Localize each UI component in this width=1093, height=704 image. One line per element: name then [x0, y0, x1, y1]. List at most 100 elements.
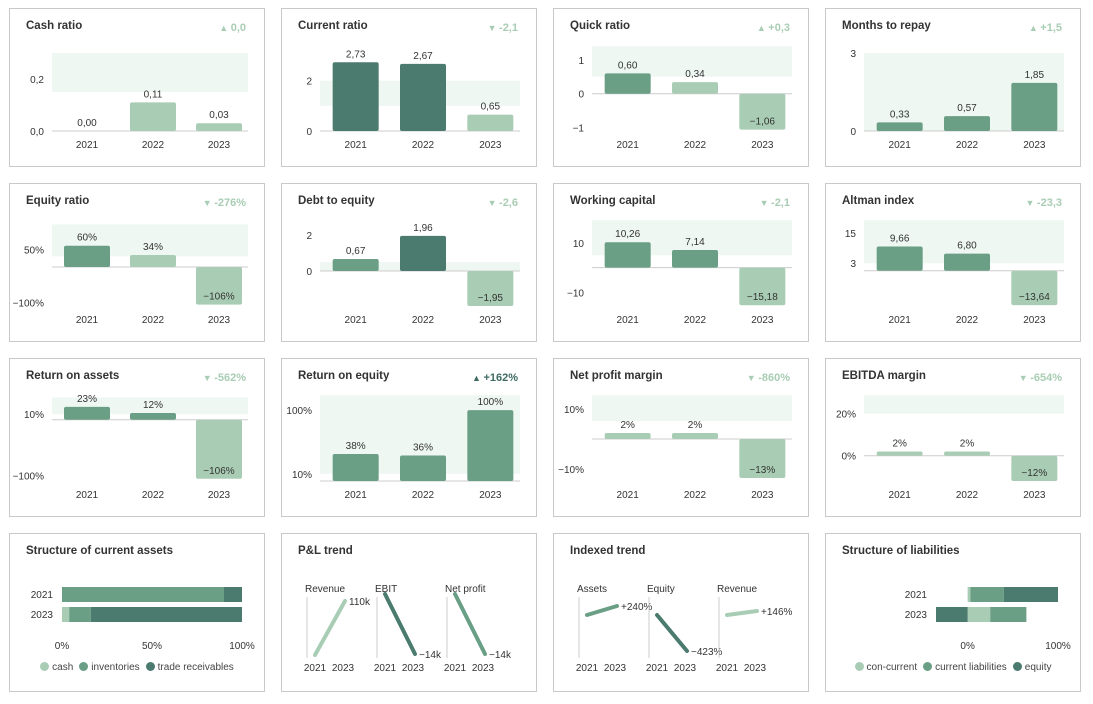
- chart-title: Months to repay: [842, 20, 931, 32]
- segment-cash: [62, 607, 70, 622]
- delta-value: -276%: [214, 197, 246, 209]
- bar-2022: [944, 253, 990, 271]
- legend-dot-icon: [1012, 662, 1022, 671]
- chart-title: Structure of liabilities: [842, 545, 960, 557]
- y-tick-label: −10: [567, 288, 584, 299]
- delta-badge: ▼ -860%: [747, 372, 790, 384]
- delta-badge: ▼ -2,1: [760, 197, 790, 209]
- data-label: 9,66: [890, 233, 910, 244]
- x-tick-label: 50%: [142, 641, 162, 652]
- x-tick-label: 2022: [412, 140, 435, 151]
- triangle-up-icon: ▲: [756, 23, 769, 33]
- bar-2022: [672, 82, 718, 94]
- bar-2022: [130, 413, 176, 420]
- delta-value: +162%: [483, 372, 518, 384]
- bar-2022: [672, 249, 718, 268]
- x-tick-label: 2023: [604, 663, 627, 674]
- data-label: 100%: [478, 397, 504, 408]
- x-tick-label: 2021: [716, 663, 739, 674]
- chart-svg: 2021 2023 0% 50% 100%: [31, 587, 255, 652]
- triangle-down-icon: ▼: [759, 198, 772, 208]
- x-tick-label: 2022: [412, 315, 435, 326]
- delta-value: -2,1: [771, 197, 790, 209]
- data-label: 36%: [413, 442, 433, 453]
- x-tick-label: 2021: [304, 663, 327, 674]
- data-label: 0,03: [209, 110, 229, 121]
- bar-2022: [944, 451, 990, 456]
- y-tick-label: 10%: [24, 410, 44, 421]
- delta-badge: ▲ +162%: [472, 372, 518, 384]
- y-tick-label: 0: [850, 127, 856, 138]
- data-label: 0,33: [890, 109, 910, 120]
- segment-current-liabilities: [990, 607, 1027, 622]
- data-label: 1,85: [1025, 70, 1045, 81]
- legend-dot-icon: [145, 662, 155, 671]
- bar-2022: [130, 102, 176, 131]
- x-tick-label: 2023: [479, 490, 502, 501]
- segment-inventories: [69, 607, 91, 622]
- chart-title: Debt to equity: [298, 195, 375, 207]
- chart-svg: 3 0 0,33 2021 0,57 2022 1,85 2023: [850, 49, 1064, 151]
- chart-title: Altman index: [842, 195, 915, 207]
- chart-svg: 2 0 2,73 2021 2,67 2022 0,65 2023: [306, 49, 520, 151]
- x-tick-label: 2021: [76, 140, 99, 151]
- bar-2021: [332, 259, 379, 272]
- x-tick-label: 2021: [617, 140, 640, 151]
- bar-2022: [944, 116, 990, 131]
- target-band: [592, 46, 792, 77]
- chart-svg: 2021 2023 0% 100%: [905, 587, 1071, 652]
- data-label: 0,57: [957, 103, 977, 114]
- bar-2023: [467, 114, 514, 131]
- data-label: −13,64: [1019, 292, 1050, 303]
- x-tick-label: 2021: [374, 663, 397, 674]
- legend-dot-icon: [854, 662, 864, 671]
- y-tick-label: 0,2: [30, 75, 44, 86]
- triangle-down-icon: ▼: [487, 23, 500, 33]
- triangle-down-icon: ▼: [487, 198, 500, 208]
- y-tick-label: 0: [578, 90, 584, 101]
- triangle-down-icon: ▼: [202, 373, 215, 383]
- trend-line-Net-profit: [453, 592, 487, 656]
- chart-title: P&L trend: [298, 545, 353, 557]
- bar-2023: [196, 267, 242, 305]
- delta-badge: ▼ -654%: [1019, 372, 1062, 384]
- legend-dot-icon: [923, 662, 933, 671]
- data-label: 2,73: [346, 49, 366, 60]
- end-label: −423%: [691, 647, 723, 658]
- legend-label: cash: [52, 662, 74, 673]
- legend-label: con-current: [866, 662, 918, 673]
- y-tick-label: 0,0: [30, 127, 44, 138]
- chart-svg: 2 0 0,67 2021 1,96 2022 −1,95 2023: [306, 223, 520, 326]
- delta-value: -562%: [214, 372, 246, 384]
- bar-2022: [130, 254, 176, 267]
- chart-card-current: Current ratio 2 0 2,73 2021 2,67 2022 0,65 2023 ▼…: [281, 8, 537, 167]
- panel-label: EBIT: [375, 584, 397, 595]
- row-label: 2021: [31, 590, 54, 601]
- legend-label: inventories: [91, 662, 140, 673]
- x-tick-label: 2023: [208, 490, 231, 501]
- data-label: −106%: [203, 292, 235, 303]
- chart-title: Quick ratio: [570, 20, 631, 32]
- data-label: −1,06: [750, 117, 776, 128]
- legend-item: inventories: [79, 662, 140, 673]
- delta-value: -654%: [1030, 372, 1062, 384]
- chart-title: Working capital: [570, 195, 656, 207]
- x-tick-label: 2023: [208, 315, 231, 326]
- bar-2021: [604, 73, 651, 94]
- trend-line-Equity: [655, 613, 689, 653]
- chart-title: Return on equity: [298, 370, 390, 382]
- bar-2023: [196, 419, 242, 479]
- y-tick-label: 3: [850, 259, 856, 270]
- y-tick-label: 2: [306, 231, 312, 242]
- end-label: +240%: [621, 602, 653, 613]
- x-tick-label: 2021: [646, 663, 669, 674]
- panel-label: Revenue: [717, 584, 757, 595]
- delta-badge: ▲ 0,0: [219, 22, 246, 34]
- data-label: −15,18: [747, 292, 778, 303]
- x-tick-label: 2021: [345, 140, 368, 151]
- data-label: 0,11: [144, 89, 163, 100]
- y-tick-label: 50%: [24, 245, 44, 256]
- x-tick-label: 100%: [1045, 641, 1071, 652]
- bar-2023: [739, 267, 786, 306]
- x-tick-label: 2023: [402, 663, 425, 674]
